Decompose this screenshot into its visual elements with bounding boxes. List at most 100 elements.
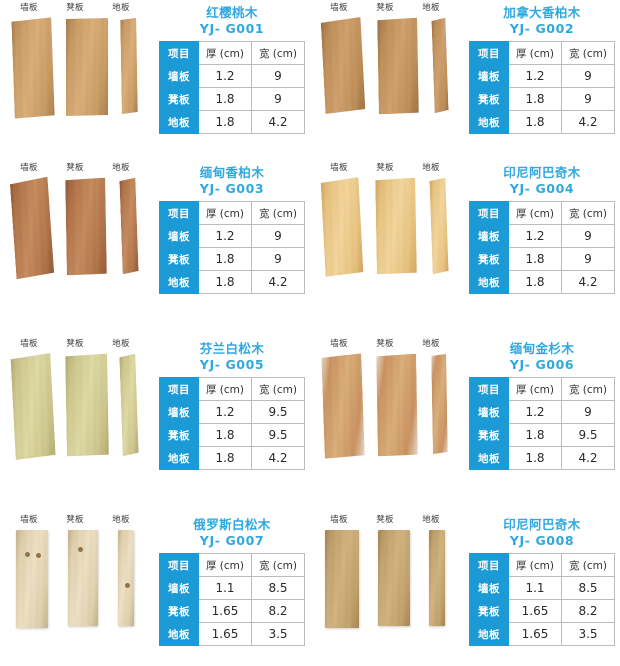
wood-plank-wall-board[interactable] <box>13 18 53 118</box>
header-thickness: 厚 (cm) <box>198 41 252 65</box>
product-title-block: 芬兰白松木 YJ- G005 <box>154 336 310 373</box>
wood-plank-bench-board[interactable] <box>376 178 416 274</box>
product-title-block: 缅甸香柏木 YJ- G003 <box>154 160 310 197</box>
product-name: 印尼阿巴奇木 <box>503 517 581 532</box>
cell-width: 9.5 <box>251 423 305 447</box>
cell-thickness: 1.8 <box>198 270 252 294</box>
specification-table: 项目厚 (cm) 宽 (cm) 墙板 1.2 9.5 凳板 1.8 9.5 地板 1.8 4.2 <box>159 377 305 470</box>
wood-plank-wall-board[interactable] <box>16 530 48 628</box>
wood-plank-bench-board[interactable] <box>65 18 108 116</box>
wood-plank-wall-board[interactable] <box>323 354 363 458</box>
cell-width: 8.2 <box>561 599 615 623</box>
wood-plank-floor-board[interactable] <box>121 178 137 274</box>
product-card[interactable]: 墙板 凳板 地板 红樱桃木 YJ- G001 项目厚 (cm) 宽 (cm) 墙板 1.2 9 凳板… <box>0 0 310 134</box>
wood-plank-bench-board[interactable] <box>377 530 410 626</box>
row-label: 墙板 <box>159 64 199 88</box>
table-row: 地板 1.65 3.5 <box>159 622 305 646</box>
wood-plank-bench-board[interactable] <box>68 530 98 626</box>
row-label: 凳板 <box>469 247 509 271</box>
wood-plank-wall-board[interactable] <box>323 18 363 113</box>
sample-label-wall-board: 墙板 <box>20 163 38 173</box>
product-card[interactable]: 墙板 凳板 地板 芬兰白松木 YJ- G005 项目厚 (cm) 宽 (cm) 墙板 1.2 9.… <box>0 336 310 470</box>
cell-width: 9 <box>561 87 615 111</box>
cell-thickness: 1.8 <box>508 270 562 294</box>
wood-plank-bench-board[interactable] <box>66 178 106 275</box>
cell-width: 9 <box>251 224 305 248</box>
specification-table: 项目厚 (cm) 宽 (cm) 墙板 1.1 8.5 凳板 1.65 8.2 地板 1.65 3.5 <box>159 553 305 646</box>
product-title-block: 印尼阿巴奇木 YJ- G004 <box>464 160 620 197</box>
wood-plank-wall-board[interactable] <box>325 530 360 628</box>
wood-sample-group: 墙板 凳板 地板 <box>310 0 460 134</box>
cell-thickness: 1.65 <box>198 599 252 623</box>
wood-plank-floor-board[interactable] <box>431 178 447 274</box>
specification-table: 项目厚 (cm) 宽 (cm) 墙板 1.2 9 凳板 1.8 9 地板 1.8 4.2 <box>159 41 305 134</box>
row-label: 地板 <box>159 110 199 134</box>
table-header-row: 项目厚 (cm) 宽 (cm) <box>159 553 305 577</box>
row-label: 凳板 <box>469 599 509 623</box>
wood-grain-texture <box>321 17 366 114</box>
table-row: 凳板 1.8 9 <box>159 87 305 111</box>
wood-plank-wall-board[interactable] <box>13 354 53 459</box>
wood-knot <box>35 552 41 558</box>
sample-label-wall-board: 墙板 <box>20 3 38 13</box>
product-card[interactable]: 墙板 凳板 地板 印尼阿巴奇木 YJ- G008 项目厚 (cm) 宽 (cm) 墙板 1.1 8… <box>310 512 620 646</box>
cell-thickness: 1.8 <box>508 247 562 271</box>
table-row: 地板 1.8 4.2 <box>159 270 305 294</box>
wood-sample-group: 墙板 凳板 地板 <box>310 512 460 646</box>
product-card[interactable]: 墙板 凳板 地板 缅甸金杉木 YJ- G006 项目厚 (cm) 宽 (cm) 墙板 1.2 9 凳… <box>310 336 620 470</box>
table-row: 墙板 1.2 9 <box>159 64 305 88</box>
cell-width: 4.2 <box>251 446 305 470</box>
wood-plank-bench-board[interactable] <box>66 354 108 456</box>
wood-plank-floor-board[interactable] <box>433 18 447 113</box>
product-title-block: 加拿大香柏木 YJ- G002 <box>464 0 620 37</box>
wood-plank-images <box>0 174 150 278</box>
sample-label-floor-board: 地板 <box>112 339 130 349</box>
wood-grain-texture <box>68 530 98 626</box>
row-label: 地板 <box>469 270 509 294</box>
table-row: 墙板 1.2 9 <box>159 224 305 248</box>
cell-width: 4.2 <box>561 270 615 294</box>
cell-thickness: 1.8 <box>198 423 252 447</box>
table-row: 凳板 1.8 9.5 <box>159 423 305 447</box>
wood-plank-wall-board[interactable] <box>323 178 361 276</box>
wood-plank-bench-board[interactable] <box>377 354 417 456</box>
product-code: YJ- G001 <box>199 21 265 36</box>
sample-label-floor-board: 地板 <box>422 339 440 349</box>
wood-plank-wall-board[interactable] <box>13 178 51 278</box>
product-code: YJ- G008 <box>509 533 575 548</box>
header-width: 宽 (cm) <box>251 553 305 577</box>
sample-label-wall-board: 墙板 <box>330 163 348 173</box>
wood-plank-floor-board[interactable] <box>121 354 137 456</box>
wood-plank-floor-board[interactable] <box>118 530 134 626</box>
sample-label-row: 墙板 凳板 地板 <box>310 336 460 350</box>
wood-knot <box>125 582 131 588</box>
sample-label-floor-board: 地板 <box>422 163 440 173</box>
wood-plank-floor-board[interactable] <box>432 354 447 454</box>
wood-plank-bench-board[interactable] <box>378 18 418 114</box>
cell-width: 8.5 <box>251 576 305 600</box>
row-label: 墙板 <box>469 224 509 248</box>
wood-grain-texture <box>118 530 134 626</box>
product-name: 加拿大香柏木 <box>503 5 581 20</box>
wood-plank-floor-board[interactable] <box>428 530 445 626</box>
wood-grain-texture <box>375 178 417 275</box>
wood-plank-edge <box>417 18 424 114</box>
wood-plank-images <box>310 350 460 458</box>
product-card[interactable]: 墙板 凳板 地板 印尼阿巴奇木 YJ- G004 项目厚 (cm) 宽 (cm) 墙板 1.2 9… <box>310 160 620 294</box>
product-card[interactable]: 墙板 凳板 地板 缅甸香柏木 YJ- G003 项目厚 (cm) 宽 (cm) 墙板 1.2 9 凳… <box>0 160 310 294</box>
header-thickness: 厚 (cm) <box>508 41 562 65</box>
header-thickness: 厚 (cm) <box>198 201 252 225</box>
product-code: YJ- G004 <box>509 181 575 196</box>
product-card[interactable]: 墙板 凳板 地板 俄罗斯白松木 YJ- G007 项目厚 (cm) 宽 (cm) 墙板 1.1 8… <box>0 512 310 646</box>
table-header-row: 项目厚 (cm) 宽 (cm) <box>159 41 305 65</box>
wood-plank-edge <box>136 18 143 114</box>
cell-width: 9 <box>251 64 305 88</box>
header-item: 项目 <box>469 41 509 65</box>
table-header-row: 项目厚 (cm) 宽 (cm) <box>159 201 305 225</box>
table-row: 凳板 1.65 8.2 <box>159 599 305 623</box>
product-name: 芬兰白松木 <box>199 341 265 356</box>
product-card[interactable]: 墙板 凳板 地板 加拿大香柏木 YJ- G002 项目厚 (cm) 宽 (cm) 墙板 1.2 9… <box>310 0 620 134</box>
row-label: 墙板 <box>469 400 509 424</box>
wood-plank-floor-board[interactable] <box>121 18 137 114</box>
header-item: 项目 <box>159 201 199 225</box>
